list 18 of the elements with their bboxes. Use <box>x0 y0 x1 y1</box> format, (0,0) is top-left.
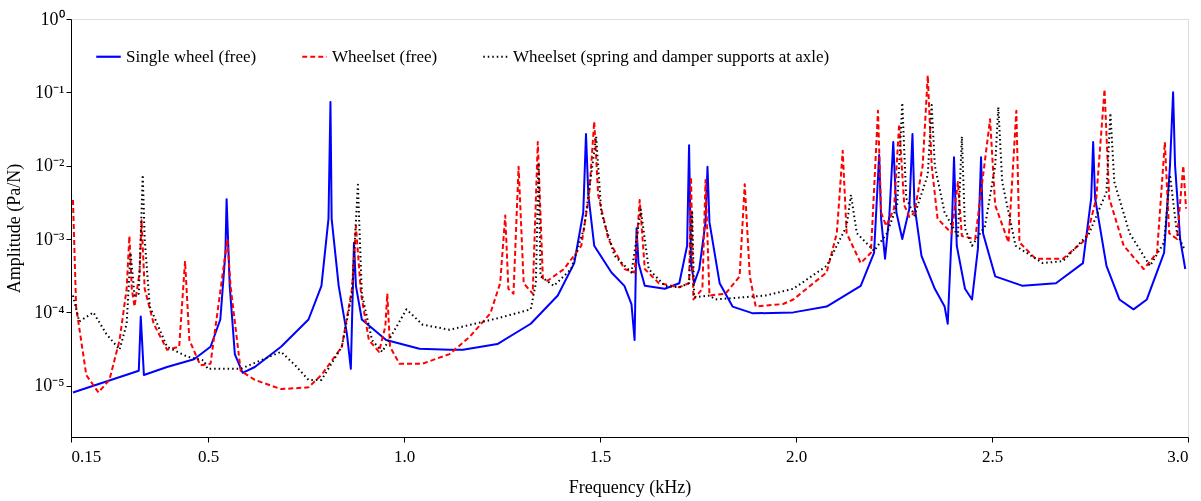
y-tick-label: 10⁻¹ <box>35 81 65 102</box>
y-tick-label: 10⁻³ <box>35 228 66 249</box>
y-tick-label: 10⁰ <box>40 8 65 29</box>
legend-label: Single wheel (free) <box>126 46 257 66</box>
legend-label: Wheelset (spring and damper supports at axle) <box>513 46 830 66</box>
x-tick-label: 1.5 <box>589 446 612 466</box>
x-tick-label: 1.0 <box>394 446 416 466</box>
y-tick-label: 10⁻⁴ <box>34 301 65 322</box>
legend-label: Wheelset (free) <box>332 46 438 66</box>
x-tick-label: 0.5 <box>198 446 220 466</box>
x-tick-label: 0.15 <box>71 446 102 466</box>
x-tick-label: 2.0 <box>785 446 808 466</box>
y-tick-label: 10⁻⁵ <box>34 375 65 396</box>
y-tick-label: 10⁻² <box>35 155 65 176</box>
x-tick-label: 3.0 <box>1167 446 1189 466</box>
x-tick-label: 2.5 <box>981 446 1004 466</box>
y-axis-title: Amplitude (Pa/N) <box>4 163 26 294</box>
x-axis-title: Frequency (kHz) <box>568 476 692 498</box>
